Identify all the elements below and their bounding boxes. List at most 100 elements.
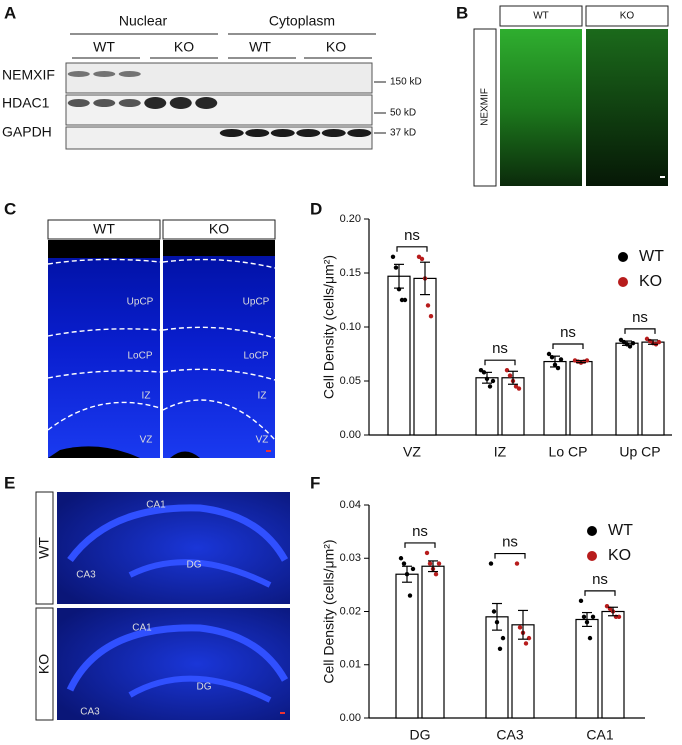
data-point xyxy=(490,378,496,384)
bracket xyxy=(584,590,616,596)
data-point xyxy=(578,598,584,604)
region-label: VZ xyxy=(140,435,153,446)
cell-layer xyxy=(67,504,289,563)
background xyxy=(48,240,160,258)
data-point xyxy=(546,351,552,357)
x-tick-label: CA3 xyxy=(496,727,523,743)
data-point xyxy=(507,373,513,378)
data-point xyxy=(514,561,520,566)
scale-bar xyxy=(280,712,285,714)
band xyxy=(219,129,244,137)
cell-layer xyxy=(66,624,289,692)
data-point xyxy=(393,265,399,270)
x-tick-label: CA1 xyxy=(586,727,613,743)
column-label: WT xyxy=(93,221,115,237)
data-point xyxy=(491,609,497,614)
legend-swatch xyxy=(587,526,597,536)
genotype-label: WT xyxy=(93,39,115,55)
marker-label: 150 kD xyxy=(390,77,422,88)
bands xyxy=(67,71,372,137)
data-point xyxy=(488,561,494,566)
x-tick-label: Lo CP xyxy=(549,444,588,460)
data-point xyxy=(419,256,425,262)
y-tick-label: 0.00 xyxy=(340,712,361,724)
blot-strip xyxy=(65,94,373,126)
ventricle xyxy=(170,451,200,458)
panel-label: A xyxy=(4,3,16,22)
bracket xyxy=(624,328,656,334)
x-tick-label: VZ xyxy=(403,444,421,460)
annotation: ns xyxy=(492,340,508,357)
label-box xyxy=(162,219,276,240)
genotype-label: KO xyxy=(326,39,346,55)
region-label: DG xyxy=(187,560,202,571)
marker-label: 37 kD xyxy=(390,128,416,139)
row-label: GAPDH xyxy=(2,124,52,140)
data-point xyxy=(436,561,442,566)
data-point xyxy=(516,386,522,391)
y-tick-label: 0.05 xyxy=(340,375,361,387)
panel-label: E xyxy=(4,473,15,492)
region-label: CA1 xyxy=(132,623,152,634)
band xyxy=(93,71,116,77)
bracket xyxy=(396,246,428,252)
bar xyxy=(501,377,525,436)
data-point xyxy=(407,593,413,598)
annotation: ns xyxy=(632,309,648,326)
annotation: ns xyxy=(592,571,608,588)
bar xyxy=(413,277,437,436)
data-point xyxy=(427,561,433,566)
bar xyxy=(615,342,639,436)
band xyxy=(67,71,90,77)
bracket xyxy=(404,542,436,548)
marker-label: 50 kD xyxy=(390,108,416,119)
legend-swatch xyxy=(587,551,597,561)
micrograph xyxy=(500,29,582,186)
blot: Nuclear Cytoplasm WT KO WT KO NEMXIF HDA… xyxy=(2,13,422,150)
panel-label: B xyxy=(456,3,468,22)
band xyxy=(118,99,141,107)
region-label: IZ xyxy=(142,391,151,402)
micrograph xyxy=(48,240,160,458)
region-label: IZ xyxy=(258,391,267,402)
label-box xyxy=(585,5,669,27)
region-label: LoCP xyxy=(127,351,152,362)
band xyxy=(347,129,372,137)
row-label: KO xyxy=(36,654,52,674)
band xyxy=(67,99,90,107)
data-point xyxy=(497,646,503,651)
annotation: ns xyxy=(560,324,576,341)
background xyxy=(163,240,275,256)
scale-bar xyxy=(660,176,665,178)
data-point xyxy=(428,314,434,319)
row-label: NEXMIF xyxy=(480,88,491,126)
data-point xyxy=(410,566,416,572)
bracket xyxy=(484,359,516,366)
genotype-label: WT xyxy=(249,39,271,55)
band xyxy=(321,129,346,137)
data-point xyxy=(425,303,431,308)
genotype-label: KO xyxy=(174,39,194,55)
blot-strip xyxy=(65,62,373,94)
band xyxy=(296,129,321,137)
bar xyxy=(601,610,625,719)
region-label: CA1 xyxy=(146,500,166,511)
row-label: WT xyxy=(36,537,52,559)
group-label: Nuclear xyxy=(119,13,168,29)
data-point xyxy=(581,614,587,620)
annotation: ns xyxy=(502,534,518,551)
legend-label: KO xyxy=(639,273,662,290)
data-point xyxy=(390,254,396,259)
cell-layer xyxy=(128,559,272,588)
data-point xyxy=(584,358,590,363)
band xyxy=(144,97,167,109)
panel-b: WT KO NEXMIF xyxy=(473,5,669,187)
column-label: WT xyxy=(533,11,549,22)
row-label: HDAC1 xyxy=(2,95,50,111)
panel-label: C xyxy=(4,199,16,218)
bar xyxy=(475,377,499,436)
region-label: UpCP xyxy=(127,297,154,308)
y-axis-label: Cell Density (cells/μm²) xyxy=(321,539,337,683)
y-tick-label: 0.04 xyxy=(340,499,361,511)
